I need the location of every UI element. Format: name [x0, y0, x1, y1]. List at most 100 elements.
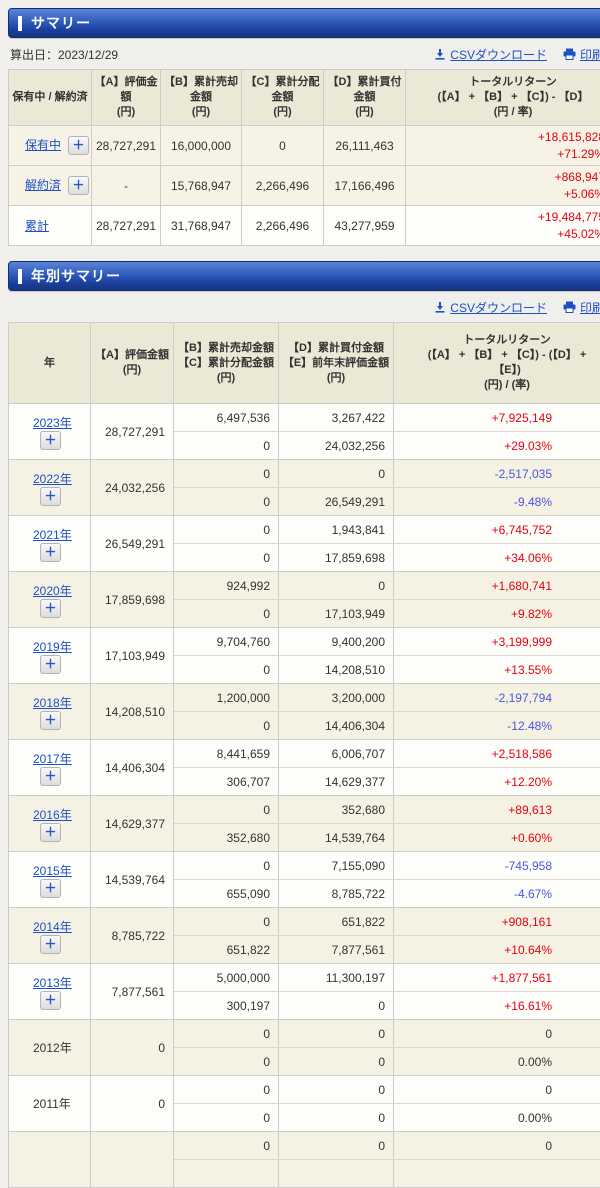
printer-icon	[563, 48, 576, 60]
eval-amount-cell: 14,629,377	[91, 796, 174, 852]
csv-download-link[interactable]: CSVダウンロード	[434, 46, 547, 63]
return-rate-cell: -9.48%	[394, 488, 600, 516]
print-link[interactable]: 印刷	[563, 46, 600, 63]
return-yen-value: -2,517,035	[495, 467, 552, 481]
expand-plus-button[interactable]: ＋	[40, 599, 61, 618]
col-header-eval-amount: 【A】評価金額(円)	[91, 323, 174, 404]
expand-plus-button[interactable]: ＋	[40, 767, 61, 786]
expand-plus-button[interactable]: ＋	[40, 487, 61, 506]
status-link[interactable]: 保有中	[25, 138, 61, 152]
section-accent-bar	[18, 269, 22, 284]
return-rate-cell: -12.48%	[394, 712, 600, 740]
return-yen-cell: +2,518,586	[394, 740, 600, 768]
year-label-cell	[9, 1132, 91, 1188]
col-header-total-purchase: 【D】累計買付金額(円)	[324, 70, 406, 126]
total-purchase-cell: 17,166,496	[324, 166, 406, 206]
csv-download-link[interactable]: CSVダウンロード	[434, 299, 547, 316]
total-distribution-cell: 300,197	[174, 992, 279, 1020]
total-distribution-cell: 2,266,496	[242, 206, 324, 246]
return-yen-cell: +1,877,561	[394, 964, 600, 992]
eval-amount-cell: 14,539,764	[91, 852, 174, 908]
return-rate-value: +0.60%	[511, 831, 552, 845]
year-row-top: 2014年＋ 8,785,722 0 651,822 +908,161	[9, 908, 600, 936]
year-row-top: 2017年＋ 14,406,304 8,441,659 6,006,707 +2…	[9, 740, 600, 768]
total-sold-cell: 5,000,000	[174, 964, 279, 992]
return-yen-value: +6,745,752	[492, 523, 552, 537]
prev-year-end-eval-cell: 0	[279, 992, 394, 1020]
expand-plus-button[interactable]: ＋	[40, 655, 61, 674]
total-sold-cell: 0	[174, 852, 279, 880]
total-return-cell: +19,484,775+45.02%	[406, 206, 600, 246]
year-label-cell: 2013年＋	[9, 964, 91, 1020]
printer-icon	[563, 301, 576, 313]
total-distribution-cell: 655,090	[174, 880, 279, 908]
return-yen-cell: -745,958	[394, 852, 600, 880]
year-row-top: 2019年＋ 17,103,949 9,704,760 9,400,200 +3…	[9, 628, 600, 656]
year-link[interactable]: 2016年	[33, 808, 72, 822]
return-rate-cell: +29.03%	[394, 432, 600, 460]
status-link[interactable]: 解約済	[25, 178, 61, 192]
year-link[interactable]: 2013年	[33, 976, 72, 990]
total-purchase-cell: 0	[279, 1076, 394, 1104]
year-link[interactable]: 2021年	[33, 528, 72, 542]
prev-year-end-eval-cell: 14,406,304	[279, 712, 394, 740]
year-link[interactable]: 2023年	[33, 416, 72, 430]
return-rate-cell: 0.00%	[394, 1104, 600, 1132]
prev-year-end-eval-cell: 17,859,698	[279, 544, 394, 572]
total-sold-cell: 15,768,947	[161, 166, 242, 206]
year-link[interactable]: 2022年	[33, 472, 72, 486]
total-sold-cell: 0	[174, 516, 279, 544]
year-link[interactable]: 2015年	[33, 864, 72, 878]
expand-plus-button[interactable]: ＋	[40, 543, 61, 562]
year-link[interactable]: 2019年	[33, 640, 72, 654]
year-row-top: 2021年＋ 26,549,291 0 1,943,841 +6,745,752	[9, 516, 600, 544]
return-yen-value: 0	[545, 1027, 552, 1041]
total-sold-cell: 924,992	[174, 572, 279, 600]
year-row-top: 0 0 0	[9, 1132, 600, 1160]
summary-meta-row: 算出日：2023/12/29 CSVダウンロード 印刷	[8, 45, 600, 63]
return-rate-cell	[394, 1160, 600, 1188]
total-sold-cell: 16,000,000	[161, 126, 242, 166]
year-link[interactable]: 2018年	[33, 696, 72, 710]
expand-plus-button[interactable]: ＋	[40, 711, 61, 730]
expand-plus-button[interactable]: ＋	[68, 176, 89, 195]
total-purchase-cell: 0	[279, 460, 394, 488]
expand-plus-button[interactable]: ＋	[40, 431, 61, 450]
total-distribution-cell: 0	[174, 432, 279, 460]
total-distribution-cell: 0	[174, 1104, 279, 1132]
expand-plus-button[interactable]: ＋	[40, 991, 61, 1010]
csv-download-label: CSVダウンロード	[450, 46, 547, 63]
year-row-top: 2013年＋ 7,877,561 5,000,000 11,300,197 +1…	[9, 964, 600, 992]
total-purchase-cell: 43,277,959	[324, 206, 406, 246]
expand-plus-button[interactable]: ＋	[40, 823, 61, 842]
return-rate-cell: +13.55%	[394, 656, 600, 684]
total-sold-cell: 1,200,000	[174, 684, 279, 712]
expand-plus-button[interactable]: ＋	[68, 136, 89, 155]
year-link[interactable]: 2014年	[33, 920, 72, 934]
total-distribution-cell: 0	[174, 600, 279, 628]
expand-plus-button[interactable]: ＋	[40, 935, 61, 954]
status-link[interactable]: 累計	[25, 219, 49, 233]
eval-amount-cell: 14,406,304	[91, 740, 174, 796]
total-purchase-cell: 26,111,463	[324, 126, 406, 166]
download-icon	[434, 301, 446, 313]
return-rate-value: +45.02%	[407, 226, 600, 243]
return-yen-value: +908,161	[502, 915, 552, 929]
col-header-status: 保有中 / 解約済	[9, 70, 92, 126]
print-link[interactable]: 印刷	[563, 299, 600, 316]
year-label-cell: 2014年＋	[9, 908, 91, 964]
expand-plus-button[interactable]: ＋	[40, 879, 61, 898]
summary-table-row: 保有中＋ 28,727,291 16,000,000 0 26,111,463 …	[9, 126, 600, 166]
year-row-top: 2015年＋ 14,539,764 0 7,155,090 -745,958	[9, 852, 600, 880]
eval-amount-cell: 26,549,291	[91, 516, 174, 572]
year-label-cell: 2016年＋	[9, 796, 91, 852]
return-rate-cell: +10.64%	[394, 936, 600, 964]
return-rate-value: -9.48%	[514, 495, 552, 509]
year-link[interactable]: 2020年	[33, 584, 72, 598]
year-link[interactable]: 2017年	[33, 752, 72, 766]
total-purchase-cell: 9,400,200	[279, 628, 394, 656]
page-content: サマリー 算出日：2023/12/29 CSVダウンロード 印刷	[0, 8, 600, 1188]
prev-year-end-eval-cell: 14,539,764	[279, 824, 394, 852]
return-rate-cell: 0.00%	[394, 1048, 600, 1076]
eval-amount-cell	[91, 1132, 174, 1188]
